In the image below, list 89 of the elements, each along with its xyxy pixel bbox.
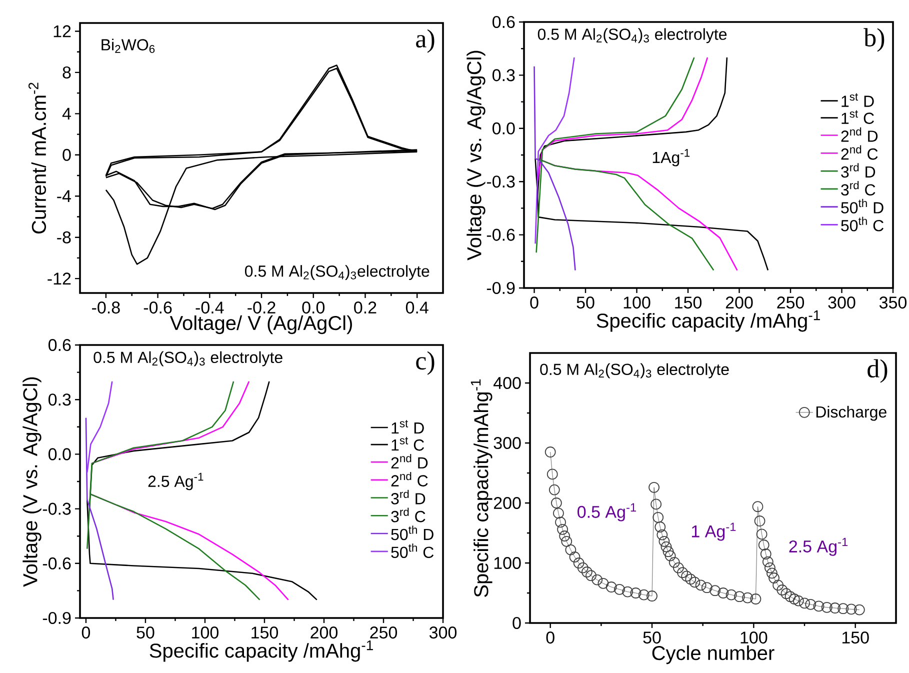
x-tick-label: -0.6 bbox=[144, 302, 172, 314]
x-axis-title: Voltage/ V (Ag/AgCl) bbox=[170, 315, 352, 334]
x-axis-title: Cycle number bbox=[652, 645, 774, 664]
legend-label: 2$^{nd}$ C bbox=[841, 145, 878, 160]
legend-label: 50$^{th}$ D bbox=[841, 198, 884, 214]
annotation: 2.5 Ag$^{-1}$ bbox=[789, 538, 848, 556]
annotation: 0.5 M Al$_{2}$(SO$_{4}$)$_{3}$ electrolyte bbox=[538, 28, 727, 44]
legend-label: 1$^{st}$ D bbox=[392, 420, 424, 434]
x-tick-label: 0 bbox=[82, 626, 90, 639]
x-tick-label: 150 bbox=[842, 632, 869, 644]
x-tick-label: 0.2 bbox=[354, 302, 376, 314]
y-tick-label: 0 bbox=[512, 616, 521, 630]
x-axis-title: Specific capacity /mAhg$^{-1}$ bbox=[150, 640, 373, 662]
x-tick-label: 100 bbox=[624, 296, 650, 309]
x-tick-label: 0 bbox=[546, 632, 554, 644]
y-tick-label: 0 bbox=[62, 148, 71, 161]
y-tick-label: -0.3 bbox=[42, 502, 71, 515]
legend-label: 3$^{rd}$ D bbox=[391, 490, 426, 504]
annotation: Bi$_{2}$WO$_{6}$ bbox=[102, 38, 155, 53]
x-tick-label: -0.4 bbox=[196, 302, 224, 314]
legend-label: 2$^{nd}$ D bbox=[391, 454, 428, 468]
y-tick-label: 12 bbox=[54, 25, 71, 38]
y-tick-label: 0.3 bbox=[48, 394, 71, 406]
y-tick-label: 0.3 bbox=[492, 69, 515, 82]
y-tick-label: -8 bbox=[57, 231, 71, 244]
annotation: 0.5 M Al$_{2}$(SO$_{4}$)$_{3}$ electrolyte bbox=[94, 351, 282, 366]
x-tick-label: 200 bbox=[726, 296, 753, 309]
legend-label: 1$^{st}$ C bbox=[392, 437, 424, 451]
x-tick-label: 50 bbox=[576, 296, 594, 309]
x-tick-label: 0 bbox=[530, 296, 538, 309]
y-axis-title: Voltage (V vs. Ag/AgCl) bbox=[22, 377, 42, 587]
legend-label: Discharge bbox=[816, 406, 886, 421]
y-tick-label: 8 bbox=[62, 66, 71, 78]
x-axis-title: Specific capacity /mAhg$^{-1}$ bbox=[596, 310, 820, 332]
annotation: 0.5 Ag$^{-1}$ bbox=[578, 503, 636, 522]
y-tick-label: 400 bbox=[494, 376, 521, 390]
x-tick-label: 250 bbox=[777, 296, 804, 309]
y-tick-label: 4 bbox=[62, 108, 71, 120]
x-tick-label: 350 bbox=[879, 296, 907, 309]
y-tick-label: -0.6 bbox=[486, 228, 515, 241]
y-tick-label: -0.6 bbox=[42, 557, 71, 570]
y-axis-title: Current/ mA.cm$^{-2}$ bbox=[28, 82, 46, 234]
x-tick-label: 250 bbox=[370, 626, 398, 639]
y-tick-label: -0.9 bbox=[42, 612, 71, 624]
legend-label: 1$^{st}$ C bbox=[842, 110, 874, 124]
legend-label: 2$^{nd}$ C bbox=[391, 472, 428, 486]
x-tick-label: 300 bbox=[429, 626, 457, 639]
y-tick-label: 0.0 bbox=[492, 122, 515, 134]
legend-label: 50$^{th}$ C bbox=[841, 216, 884, 232]
annotation: a) bbox=[416, 29, 434, 53]
x-tick-label: 0.4 bbox=[406, 302, 428, 314]
y-tick-label: -12 bbox=[48, 272, 71, 285]
y-axis-title: Specific capacity/mAhg$^{-1}$ bbox=[470, 379, 492, 597]
y-tick-label: 100 bbox=[494, 556, 521, 570]
x-tick-label: 50 bbox=[643, 632, 661, 644]
x-tick-label: 150 bbox=[252, 626, 278, 639]
annotation: 1 Ag$^{-1}$ bbox=[692, 522, 736, 541]
y-tick-label: 0.6 bbox=[492, 16, 515, 28]
y-tick-label: 200 bbox=[494, 496, 521, 510]
x-tick-label: -0.2 bbox=[248, 302, 276, 314]
y-tick-label: -0.9 bbox=[486, 282, 515, 294]
legend-label: 3$^{rd}$ C bbox=[841, 180, 876, 196]
x-tick-label: 0.0 bbox=[302, 302, 325, 314]
annotation: 2.5 Ag$^{-1}$ bbox=[148, 472, 204, 490]
y-tick-label: 0.6 bbox=[48, 338, 71, 352]
y-tick-label: 300 bbox=[494, 436, 521, 450]
x-tick-label: 150 bbox=[675, 296, 702, 309]
y-axis-title: Voltage (V vs. Ag/AgCl) bbox=[466, 50, 486, 260]
y-tick-label: 0.0 bbox=[48, 448, 71, 460]
legend-label: 50$^{th}$ C bbox=[391, 543, 434, 558]
annotation: 0.5 M Al$_{2}$(SO$_{4}$)$_{3}$electrolyte bbox=[244, 265, 430, 280]
x-tick-label: 50 bbox=[136, 626, 154, 639]
y-tick-label: -4 bbox=[57, 190, 71, 202]
legend-label: 3$^{rd}$ D bbox=[841, 163, 876, 178]
y-tick-label: -0.3 bbox=[486, 176, 515, 188]
annotation: b) bbox=[864, 28, 884, 52]
x-tick-label: -0.8 bbox=[92, 302, 120, 314]
legend-label: 2$^{nd}$ D bbox=[841, 127, 878, 142]
annotation: c) bbox=[416, 351, 434, 375]
annotation: 1Ag$^{-1}$ bbox=[652, 149, 690, 166]
x-tick-label: 200 bbox=[310, 626, 338, 639]
x-tick-label: 100 bbox=[740, 632, 768, 644]
annotation: 0.5 M Al$_{2}$(SO$_{4}$)$_{3}$ electrolyte bbox=[540, 363, 729, 378]
legend-label: 1$^{st}$ D bbox=[842, 93, 874, 107]
legend-label: 3$^{rd}$ C bbox=[391, 508, 426, 522]
x-tick-label: 100 bbox=[192, 626, 218, 639]
legend-label: 50$^{th}$ D bbox=[391, 526, 434, 540]
annotation: d) bbox=[868, 359, 888, 383]
x-tick-label: 300 bbox=[828, 296, 856, 309]
